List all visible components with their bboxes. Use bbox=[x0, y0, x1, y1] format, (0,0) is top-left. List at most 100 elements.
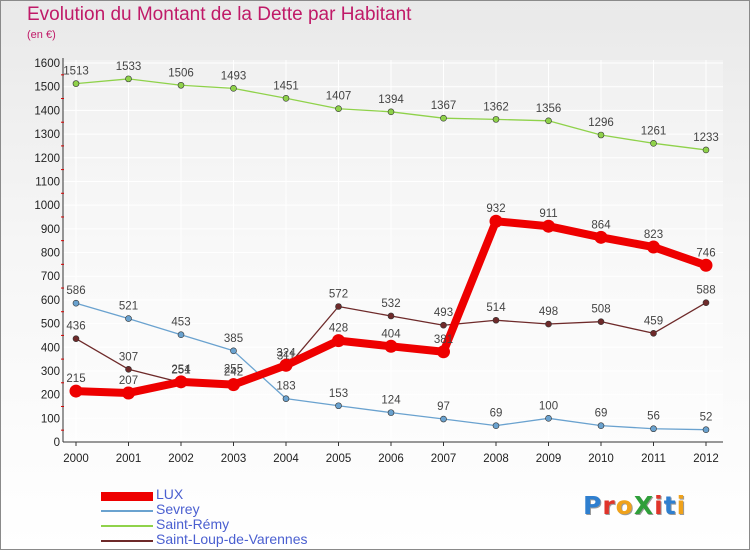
data-label: 453 bbox=[171, 317, 190, 329]
y-tick-label: 1600 bbox=[34, 58, 60, 70]
data-label: 588 bbox=[696, 285, 715, 297]
x-tick-label: 2003 bbox=[221, 453, 247, 465]
data-point bbox=[594, 230, 608, 244]
x-tick-label: 2007 bbox=[431, 453, 457, 465]
data-point bbox=[597, 318, 605, 325]
data-label: 52 bbox=[700, 412, 713, 424]
x-tick-label: 2004 bbox=[273, 453, 299, 465]
data-label: 864 bbox=[591, 219, 611, 231]
data-label: 307 bbox=[119, 351, 138, 363]
data-point bbox=[387, 312, 395, 320]
data-label: 69 bbox=[490, 408, 503, 420]
data-point bbox=[492, 422, 500, 429]
data-point bbox=[597, 422, 605, 429]
data-label: 436 bbox=[66, 321, 85, 333]
data-label: 746 bbox=[696, 247, 715, 259]
data-label: 1513 bbox=[63, 66, 89, 78]
x-tick-label: 2008 bbox=[483, 453, 509, 465]
y-tick-label: 800 bbox=[41, 248, 60, 260]
x-tick-label: 2000 bbox=[63, 453, 89, 465]
data-point bbox=[650, 140, 657, 147]
data-label: 183 bbox=[276, 381, 295, 393]
data-point bbox=[332, 334, 345, 348]
data-label: 586 bbox=[66, 285, 85, 297]
y-tick-label: 1400 bbox=[34, 105, 60, 117]
x-tick-label: 2006 bbox=[378, 453, 404, 465]
data-label: 1451 bbox=[273, 80, 299, 92]
data-label: 100 bbox=[539, 400, 558, 412]
legend-label: Saint-Loup-de-Varennes bbox=[156, 531, 308, 547]
series-lux: 215 207 254 242 324 428 404 381 932 911 864 823 746 bbox=[66, 203, 716, 400]
y-tick-label: 100 bbox=[41, 413, 60, 425]
data-point bbox=[545, 117, 552, 125]
data-label: 1394 bbox=[378, 94, 404, 106]
data-point bbox=[69, 384, 83, 398]
data-label: 521 bbox=[119, 301, 138, 313]
data-point bbox=[650, 329, 657, 337]
data-point bbox=[174, 375, 188, 389]
data-label: 1261 bbox=[641, 125, 667, 137]
legend-label: Saint-Rémy bbox=[156, 516, 230, 532]
data-label: 514 bbox=[486, 302, 506, 314]
y-tick-label: 700 bbox=[41, 271, 60, 283]
data-label: 932 bbox=[486, 203, 505, 215]
x-tick-label: 2002 bbox=[168, 453, 194, 465]
grid-lines bbox=[63, 60, 723, 442]
data-label: 385 bbox=[224, 333, 243, 345]
series-saint-r-my: 1513 1533 1506 1493 1451 1407 1394 1367 1362 1356… bbox=[63, 61, 719, 154]
data-point bbox=[122, 386, 135, 400]
data-point bbox=[125, 75, 132, 83]
data-label: 823 bbox=[644, 229, 663, 241]
data-point bbox=[437, 345, 450, 359]
data-point bbox=[282, 94, 290, 102]
y-tick-label: 600 bbox=[41, 295, 60, 307]
series-sevrey: 586 521 453 385 183 153 124 97 69 100 69 56 52 bbox=[66, 285, 713, 433]
x-tick-label: 2009 bbox=[536, 453, 562, 465]
data-point bbox=[492, 116, 500, 123]
data-point bbox=[702, 426, 710, 433]
data-point bbox=[492, 316, 500, 324]
y-tick-label: 1000 bbox=[34, 200, 60, 212]
data-label: 1367 bbox=[431, 100, 457, 112]
data-label: 97 bbox=[437, 401, 450, 413]
data-point bbox=[597, 131, 605, 139]
data-point bbox=[230, 347, 237, 355]
legend-item: LUX bbox=[101, 486, 381, 504]
data-point bbox=[702, 299, 710, 307]
data-label: 56 bbox=[647, 411, 660, 423]
y-tick-label: 500 bbox=[41, 319, 60, 331]
data-label: 1362 bbox=[483, 101, 509, 113]
y-tick-label: 900 bbox=[41, 224, 60, 236]
data-label: 508 bbox=[591, 304, 610, 316]
data-label: 207 bbox=[119, 375, 138, 387]
data-point bbox=[699, 258, 713, 272]
y-tick-label: 300 bbox=[41, 366, 60, 378]
plot-area bbox=[63, 60, 723, 442]
data-label: 1407 bbox=[326, 91, 352, 103]
y-tick-label: 400 bbox=[41, 342, 60, 354]
y-tick-label: 0 bbox=[54, 437, 60, 449]
data-point bbox=[125, 315, 132, 322]
data-point bbox=[647, 240, 660, 254]
legend-swatch bbox=[101, 491, 153, 501]
data-label: 242 bbox=[224, 367, 243, 379]
data-point bbox=[440, 114, 447, 122]
legend-item: Sevrey bbox=[101, 501, 381, 519]
data-label: 324 bbox=[276, 347, 296, 359]
legend-swatch bbox=[101, 540, 153, 542]
data-point bbox=[72, 299, 80, 307]
data-point bbox=[542, 219, 555, 233]
y-tick-label: 1200 bbox=[34, 153, 60, 165]
data-label: 251 bbox=[171, 365, 190, 377]
data-point bbox=[440, 415, 447, 423]
x-tick-label: 2001 bbox=[116, 453, 142, 465]
data-point bbox=[545, 415, 552, 422]
legend-item: Saint-Loup-de-Varennes bbox=[101, 531, 381, 549]
data-point bbox=[545, 320, 552, 328]
legend-label: LUX bbox=[156, 486, 184, 502]
chart-title: Evolution du Montant de la Dette par Hab… bbox=[27, 4, 412, 25]
data-point bbox=[387, 409, 395, 416]
data-label: 1506 bbox=[168, 67, 194, 79]
chart-subtitle: (en €) bbox=[27, 29, 56, 41]
